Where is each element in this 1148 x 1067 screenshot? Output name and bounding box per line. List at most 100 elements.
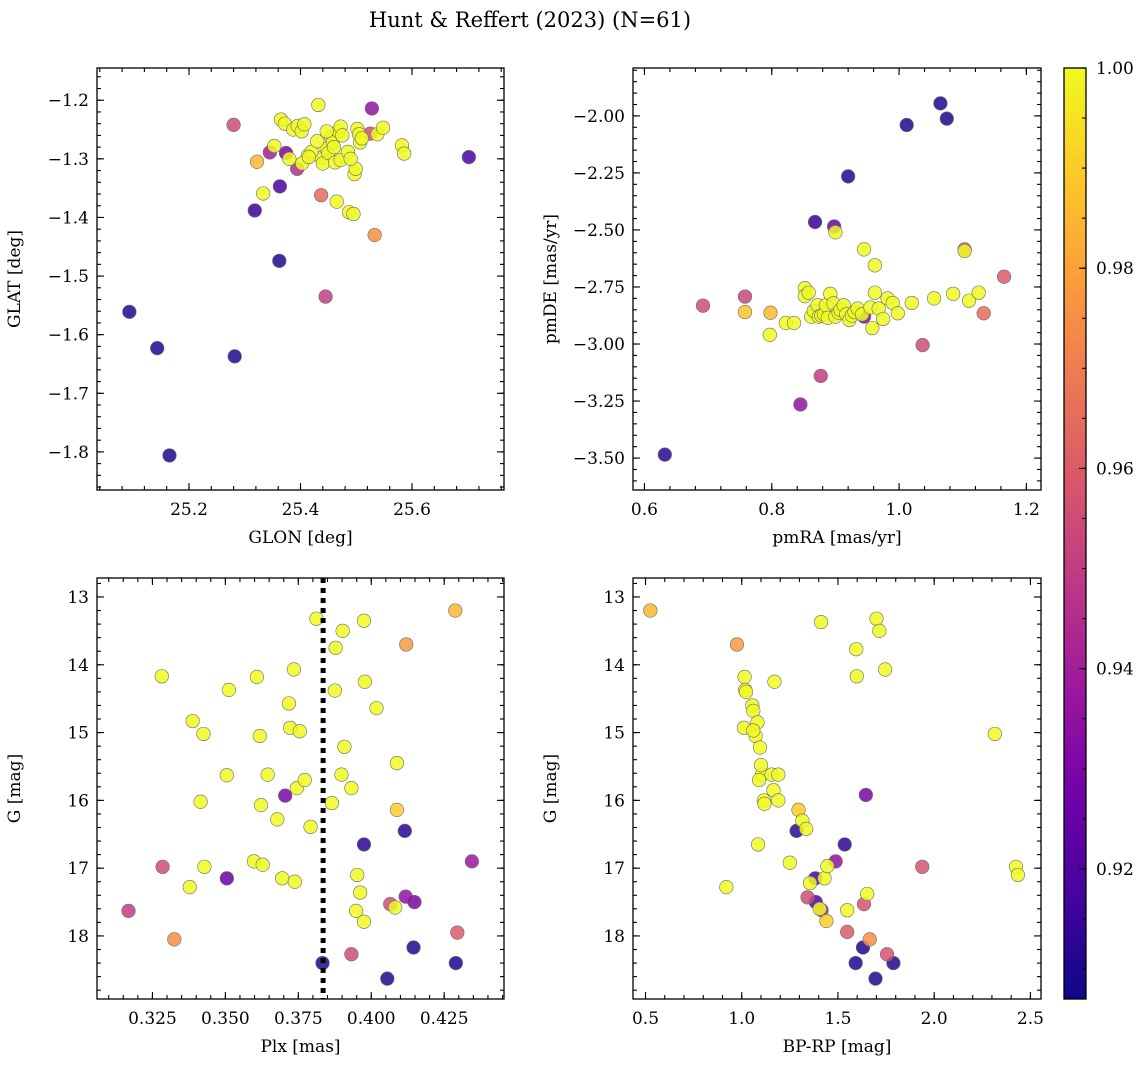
data-point — [350, 867, 365, 883]
colorbar: 0.92 0.94 0.96 0.98 1.00 — [1063, 59, 1134, 1000]
data-point — [464, 854, 480, 869]
figure-title: Hunt & Reffert (2023) (N=61) — [369, 8, 691, 32]
data-point — [786, 315, 802, 331]
data-point — [389, 802, 405, 817]
data-point — [860, 886, 875, 902]
data-point — [915, 859, 930, 874]
colorbar-frame — [1063, 67, 1087, 1000]
data-point — [267, 138, 282, 154]
data-point — [946, 286, 961, 301]
data-point — [155, 859, 170, 874]
data-point — [996, 269, 1012, 284]
data-point — [226, 117, 241, 132]
data-point — [221, 682, 236, 697]
data-point — [344, 781, 359, 796]
data-point — [837, 837, 852, 852]
data-point — [343, 151, 358, 166]
data-point — [162, 448, 177, 463]
data-point — [292, 724, 307, 739]
x-tick-label: 1.2 — [1013, 500, 1040, 520]
data-point — [252, 728, 267, 744]
data-point — [899, 117, 914, 133]
data-point — [763, 305, 778, 320]
data-point — [335, 128, 350, 143]
data-point — [856, 242, 872, 257]
scatter-points — [121, 603, 480, 986]
y-tick-label: 15 — [603, 724, 625, 744]
data-point — [813, 614, 829, 630]
data-point — [334, 767, 349, 782]
data-point — [771, 793, 786, 808]
y-axis-label: G [mag] — [5, 754, 25, 823]
x-tick-label: 25.4 — [282, 500, 320, 520]
data-point — [933, 96, 948, 111]
data-point — [461, 149, 476, 165]
data-point — [353, 885, 368, 900]
data-point — [272, 253, 287, 268]
data-point — [876, 311, 891, 327]
y-tick-label: −1.2 — [48, 91, 89, 111]
data-point — [182, 880, 197, 895]
data-point — [820, 859, 835, 874]
x-tick-label: 25.6 — [393, 500, 431, 520]
y-tick-label: 13 — [603, 588, 625, 608]
data-point — [890, 306, 905, 321]
data-point — [356, 837, 372, 852]
data-point — [286, 662, 302, 677]
data-point — [270, 812, 285, 827]
data-point — [976, 306, 991, 321]
data-point — [819, 913, 834, 929]
y-tick-label: 14 — [67, 656, 89, 676]
colorbar-tick-label: 0.94 — [1096, 660, 1134, 680]
data-point — [357, 674, 372, 689]
data-point — [738, 684, 754, 699]
x-tick-label: 0.400 — [347, 1009, 396, 1029]
data-point — [375, 120, 391, 135]
data-point — [915, 338, 930, 353]
data-point — [278, 788, 293, 803]
data-point — [840, 903, 855, 918]
data-point — [719, 880, 734, 895]
data-point — [311, 97, 326, 113]
y-tick-label: −1.4 — [48, 208, 89, 228]
data-point — [757, 796, 772, 811]
y-axis-label: G [mag] — [541, 754, 561, 823]
y-tick-label: −2.50 — [573, 221, 625, 241]
data-point — [398, 889, 413, 904]
data-point — [799, 821, 814, 836]
data-point — [253, 798, 269, 813]
data-point — [397, 823, 412, 838]
data-point — [367, 227, 382, 243]
colorbar-tick-label: 0.92 — [1096, 860, 1134, 880]
data-point — [802, 875, 818, 891]
x-tick-label: 1.5 — [824, 1009, 851, 1029]
data-point — [762, 327, 777, 342]
y-tick-label: −3.50 — [573, 449, 625, 469]
x-tick-label: 1.0 — [886, 500, 913, 520]
data-point — [301, 149, 316, 165]
scatter-points — [657, 96, 1012, 462]
data-point — [297, 117, 312, 132]
data-point — [406, 940, 421, 955]
x-axis-label: pmRA [mas/yr] — [772, 528, 901, 548]
data-point — [219, 871, 234, 886]
data-point — [939, 111, 954, 126]
x-tick-label: 0.425 — [420, 1009, 469, 1029]
data-point — [197, 859, 212, 874]
axes-frame — [96, 67, 505, 491]
data-point — [957, 243, 972, 259]
y-tick-label: 15 — [67, 724, 89, 744]
data-point — [926, 291, 942, 306]
data-point — [879, 947, 895, 962]
data-point — [448, 603, 463, 618]
x-tick-label: 25.2 — [170, 500, 208, 520]
data-point — [256, 186, 271, 201]
data-point — [380, 971, 395, 986]
panel-2: 0.6 0.8 1.0 1.2 −3.50 −3.25 −3.00 −2.75 −2.50 −2.… — [541, 67, 1042, 548]
y-tick-label: 13 — [67, 588, 89, 608]
y-tick-label: 18 — [67, 927, 89, 947]
data-point — [281, 696, 297, 711]
data-point — [255, 857, 270, 872]
y-tick-label: 14 — [603, 656, 625, 676]
data-point — [695, 298, 711, 313]
